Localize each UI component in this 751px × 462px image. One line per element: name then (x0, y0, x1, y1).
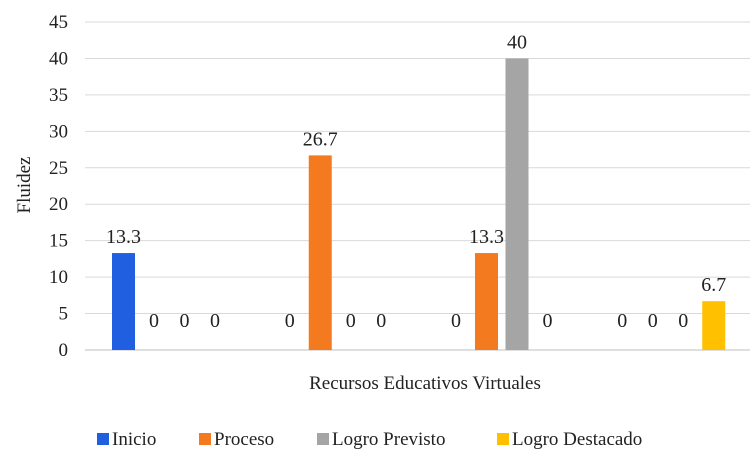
data-label: 0 (285, 310, 295, 332)
y-tick-label: 35 (49, 85, 68, 106)
y-tick-label: 0 (59, 340, 69, 361)
y-tick-label: 5 (59, 304, 69, 325)
bar (475, 253, 498, 350)
y-axis-label: Fluidez (14, 157, 35, 214)
y-tick-label: 30 (49, 121, 68, 142)
legend-entry: Logro Previsto (332, 429, 445, 450)
y-axis-ticks: 0 5 10 15 20 25 30 35 40 45 (49, 12, 68, 361)
data-label: 40 (507, 31, 527, 53)
bar (505, 58, 529, 350)
y-tick-label: 15 (49, 231, 68, 252)
y-tick-label: 40 (49, 48, 68, 69)
legend-swatch (317, 433, 329, 445)
data-label: 26.7 (303, 128, 338, 150)
data-label: 6.7 (701, 274, 726, 296)
gridlines (85, 21, 750, 351)
y-tick-label: 45 (49, 12, 68, 33)
data-label: 13.3 (469, 226, 504, 248)
data-label: 0 (648, 310, 658, 332)
bar (308, 155, 332, 350)
legend: Inicio Proceso Logro Previsto Logro Destaca… (97, 429, 642, 450)
bar (702, 301, 726, 350)
y-tick-label: 10 (49, 267, 68, 288)
data-label: 0 (180, 310, 190, 332)
legend-swatch (199, 433, 211, 445)
data-label: 0 (149, 310, 159, 332)
data-label: 0 (617, 310, 627, 332)
data-label: 0 (376, 310, 386, 332)
data-label: 0 (210, 310, 220, 332)
x-axis-label: Recursos Educativos Virtuales (309, 373, 541, 394)
bars (112, 58, 726, 350)
bar (112, 253, 135, 350)
legend-swatch (497, 433, 509, 445)
legend-swatch (97, 433, 109, 445)
y-tick-label: 25 (49, 158, 68, 179)
data-label: 0 (678, 310, 688, 332)
data-label: 0 (451, 310, 461, 332)
legend-entry: Logro Destacado (512, 429, 642, 450)
data-label: 13.3 (106, 226, 141, 248)
data-label: 0 (346, 310, 356, 332)
data-label: 0 (543, 310, 553, 332)
legend-entry: Proceso (214, 429, 274, 450)
y-tick-label: 20 (49, 194, 68, 215)
legend-entry: Inicio (112, 429, 156, 450)
